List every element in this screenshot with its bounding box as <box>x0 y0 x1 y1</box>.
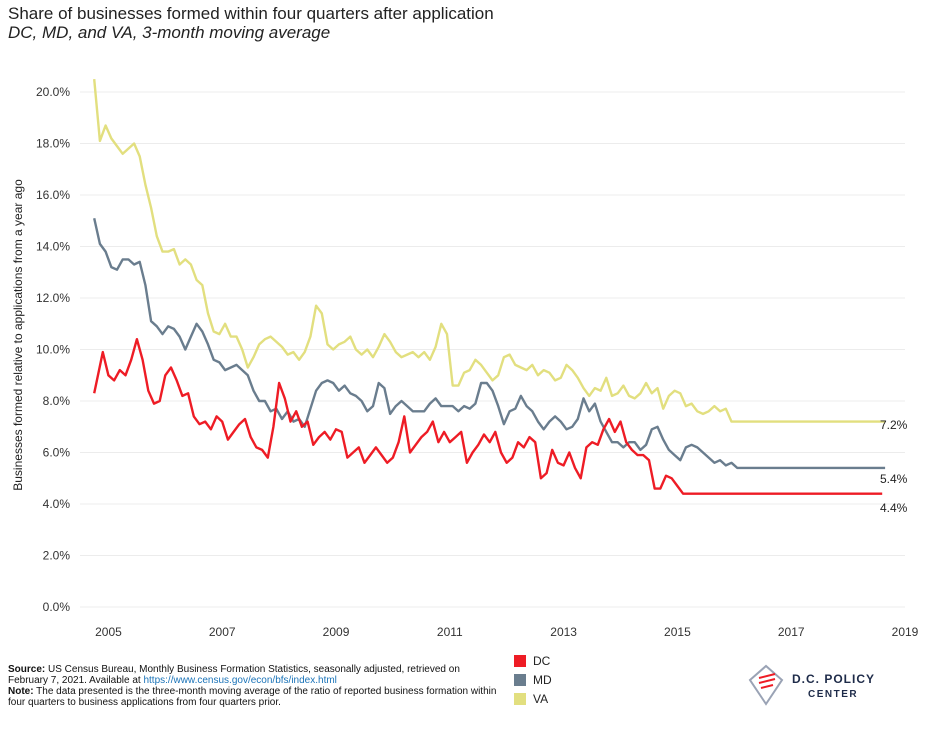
series-line-va <box>93 78 886 423</box>
source-label: Source: <box>8 664 46 675</box>
x-tick-label: 2015 <box>664 625 691 639</box>
y-tick-label: 2.0% <box>43 549 71 563</box>
legend-swatch-va <box>514 692 526 705</box>
y-tick-labels: 0.0% 2.0% 4.0% 6.0% 8.0% 10.0% 12.0% 14.0% 16.0%… <box>36 85 70 614</box>
x-tick-label: 2011 <box>437 625 463 639</box>
y-tick-label: 6.0% <box>43 446 71 460</box>
x-tick-label: 2017 <box>778 625 805 639</box>
y-tick-label: 12.0% <box>36 291 70 305</box>
legend-label-dc: DC <box>533 653 551 668</box>
y-tick-label: 10.0% <box>36 343 70 357</box>
x-tick-label: 2009 <box>323 625 350 639</box>
logo-text-line2: CENTER <box>808 689 859 700</box>
y-tick-label: 16.0% <box>36 188 70 202</box>
end-labels: 4.4% 5.4% 7.2% <box>880 418 908 515</box>
line-chart: 0.0% 2.0% 4.0% 6.0% 8.0% 10.0% 12.0% 14.0% 16.0%… <box>11 78 919 639</box>
footer-note: Source: US Census Bureau, Monthly Busine… <box>8 664 498 708</box>
source-text: US Census Bureau, Monthly Business Forma… <box>8 664 460 686</box>
x-tick-labels: 2005 2007 2009 2011 2013 2015 2017 2019 <box>95 625 919 639</box>
chart-subtitle: DC, MD, and VA, 3-month moving average <box>8 23 331 42</box>
y-tick-label: 0.0% <box>43 600 71 614</box>
y-tick-label: 20.0% <box>36 85 70 99</box>
note-text: The data presented is the three-month mo… <box>8 686 497 708</box>
legend-label-md: MD <box>533 672 552 687</box>
logo-text-line1: D.C. POLICY <box>792 672 876 686</box>
x-tick-label: 2019 <box>892 625 919 639</box>
series-lines <box>93 78 886 495</box>
end-label-va: 7.2% <box>880 418 908 432</box>
y-tick-label: 14.0% <box>36 240 70 254</box>
y-tick-label: 18.0% <box>36 137 70 151</box>
dc-policy-center-logo: D.C. POLICY CENTER <box>746 662 886 708</box>
series-line-md <box>93 217 886 470</box>
y-tick-label: 4.0% <box>43 497 71 511</box>
legend-item-md: MD <box>514 671 552 688</box>
capitol-dome-icon <box>748 664 784 706</box>
x-tick-label: 2005 <box>95 625 122 639</box>
legend-item-dc: DC <box>514 652 552 669</box>
legend-item-va: VA <box>514 690 552 707</box>
x-tick-label: 2013 <box>550 625 577 639</box>
legend-label-va: VA <box>533 691 549 706</box>
series-line-dc <box>93 338 883 495</box>
y-tick-label: 8.0% <box>43 394 71 408</box>
chart-title: Share of businesses formed within four q… <box>8 4 494 23</box>
y-axis-label: Businesses formed relative to applicatio… <box>11 179 25 491</box>
source-link[interactable]: https://www.census.gov/econ/bfs/index.ht… <box>143 675 337 686</box>
legend-swatch-dc <box>514 654 526 667</box>
note-label: Note: <box>8 686 34 697</box>
legend: DC MD VA <box>514 652 552 709</box>
grid-lines <box>80 91 905 608</box>
end-label-md: 5.4% <box>880 472 908 486</box>
end-label-dc: 4.4% <box>880 501 908 515</box>
x-tick-label: 2007 <box>209 625 236 639</box>
legend-swatch-md <box>514 673 526 686</box>
